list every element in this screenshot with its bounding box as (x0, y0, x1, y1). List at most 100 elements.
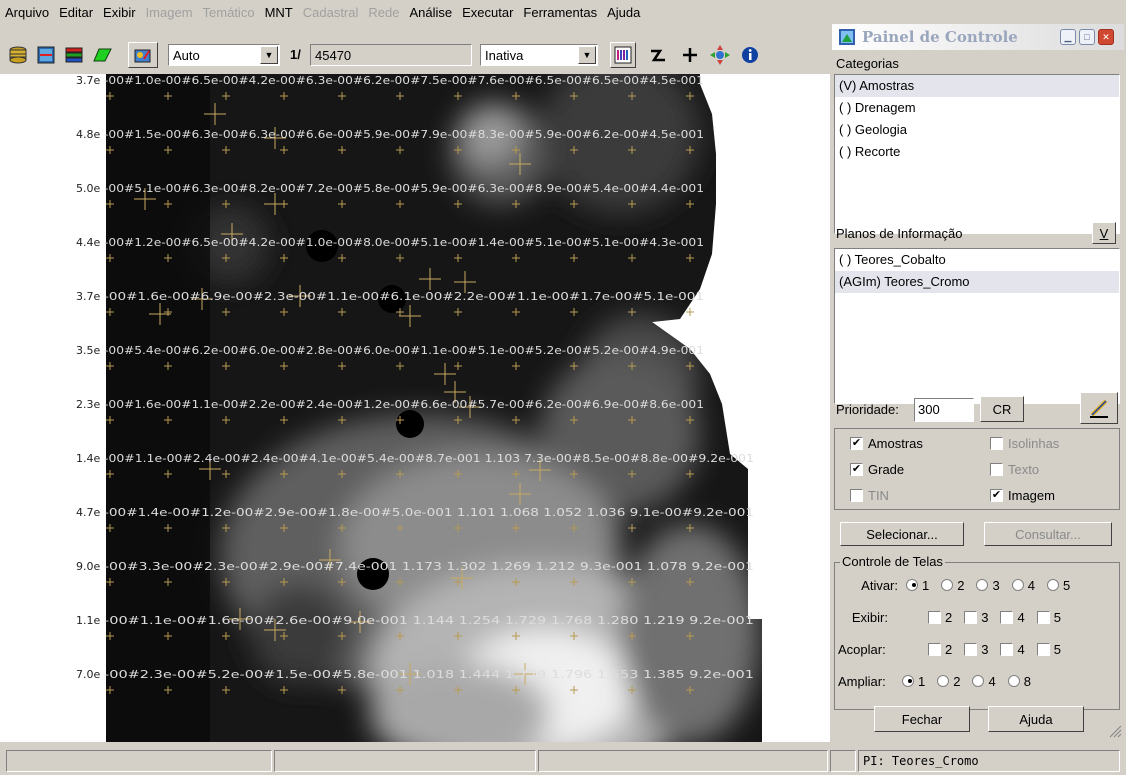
radio-button[interactable] (976, 579, 989, 591)
grade-checkbox[interactable]: ✔ Grade (850, 462, 904, 477)
ajuda-button[interactable]: Ajuda (988, 706, 1084, 732)
radio-button[interactable] (1007, 675, 1020, 687)
radio-button[interactable] (972, 675, 985, 687)
sample-cross (222, 416, 230, 424)
categorias-item[interactable]: ( ) Geologia (839, 122, 907, 137)
row-ampliar-option[interactable]: 1 (898, 674, 925, 689)
selecionar-button[interactable]: Selecionar... (840, 522, 964, 546)
row-ativar-option[interactable]: 2 (937, 578, 964, 593)
checkbox-box[interactable] (990, 463, 1003, 476)
telas-group (834, 562, 1120, 710)
database-icon[interactable] (6, 42, 30, 68)
radio-button[interactable] (1046, 579, 1059, 591)
layers-icon[interactable] (62, 42, 86, 68)
scale-input[interactable]: 45470 (310, 44, 472, 66)
polygon-icon[interactable] (90, 42, 114, 68)
planos-v-button[interactable]: V (1092, 222, 1116, 244)
theme-icon[interactable] (34, 42, 58, 68)
menu-item[interactable]: Análise (409, 5, 453, 20)
radio-button[interactable] (906, 579, 918, 591)
categorias-item[interactable]: ( ) Recorte (839, 144, 901, 159)
zoom-in-icon[interactable] (678, 42, 702, 68)
checkbox-box[interactable] (964, 642, 978, 656)
row-ativar-option[interactable]: 4 (1008, 578, 1035, 593)
row-ampliar-option[interactable]: 8 (1004, 674, 1031, 689)
checkbox-box[interactable] (928, 642, 941, 656)
radio-button[interactable] (1011, 579, 1024, 591)
categorias-list[interactable]: (V) Amostras ( ) Drenagem ( ) Geologia ( ) … (834, 74, 1120, 234)
minimize-icon[interactable]: ▁ (1060, 29, 1076, 45)
checkbox-box[interactable] (1036, 610, 1050, 624)
map-image[interactable]: 3.7e -00#1.0e-00#6.5e-00#4.2e-00#6.3e-00#… (0, 74, 830, 742)
isolinhas-checkbox[interactable]: Isolinhas (990, 436, 1059, 451)
map-canvas[interactable]: 3.7e -00#1.0e-00#6.5e-00#4.2e-00#6.3e-00#… (0, 74, 830, 742)
row-acoplar-option[interactable]: 5 (1033, 642, 1061, 657)
panel-titlebar[interactable]: Painel de Controle ▁ □ ✕ (832, 24, 1124, 50)
colors-icon[interactable] (610, 42, 636, 68)
row-label: 4.8e (76, 128, 100, 141)
resize-grip-icon[interactable] (1106, 722, 1122, 738)
row-ampliar-option[interactable]: 2 (933, 674, 960, 689)
info-icon[interactable] (738, 42, 762, 68)
categorias-item[interactable]: ( ) Drenagem (839, 100, 916, 115)
radio-button[interactable] (902, 675, 914, 687)
checkbox-box[interactable] (850, 489, 863, 502)
row-acoplar-option[interactable]: 4 (996, 642, 1025, 657)
edit-color-button[interactable] (1080, 392, 1118, 424)
menu-item[interactable]: Exibir (103, 5, 136, 20)
radio-button[interactable] (941, 579, 954, 591)
planos-item[interactable]: ( ) Teores_Cobalto (839, 252, 946, 267)
row-ativar-option[interactable]: 3 (972, 578, 1000, 593)
checkbox-box[interactable] (964, 610, 978, 624)
row-acoplar-option[interactable]: 2 (924, 642, 952, 657)
menu-item[interactable]: Ajuda (607, 5, 641, 20)
planos-item[interactable]: (AGIm) Teores_Cromo (835, 271, 1119, 293)
checkbox-box[interactable] (1000, 610, 1014, 624)
row-exibir-option[interactable]: 5 (1033, 610, 1061, 625)
row-ampliar-option[interactable]: 4 (968, 674, 996, 689)
amostras-checkbox[interactable]: ✔ Amostras (850, 436, 923, 451)
chevron-down-icon[interactable]: ▼ (578, 46, 596, 64)
texto-checkbox[interactable]: Texto (990, 462, 1039, 477)
close-icon[interactable]: ✕ (1098, 29, 1114, 45)
imagem-checkbox[interactable]: ✔ Imagem (990, 488, 1055, 503)
cr-button[interactable]: CR (980, 396, 1024, 422)
row-ativar-option[interactable]: 1 (902, 578, 929, 593)
checkbox-box[interactable]: ✔ (850, 437, 863, 450)
row-exibir-option[interactable]: 3 (960, 610, 988, 625)
menu-item[interactable]: Cadastral (302, 5, 359, 20)
scale-select[interactable]: Auto ▼ (168, 44, 280, 66)
menu-item[interactable]: Ferramentas (523, 5, 598, 20)
checkbox-box[interactable] (1036, 642, 1050, 656)
menu-item[interactable]: Imagem (145, 5, 193, 20)
row-exibir-option[interactable]: 4 (996, 610, 1025, 625)
menu-item[interactable]: Rede (368, 5, 400, 20)
tin-checkbox[interactable]: TIN (850, 488, 889, 503)
checkbox-box[interactable]: ✔ (850, 463, 863, 476)
checkbox-box[interactable] (990, 437, 1003, 450)
menu-item[interactable]: Arquivo (5, 5, 50, 20)
planos-list[interactable]: ( ) Teores_Cobalto (AGIm) Teores_Cromo (834, 248, 1120, 404)
radio-button[interactable] (937, 675, 950, 687)
menu-item[interactable]: Temático (202, 5, 255, 20)
chevron-down-icon[interactable]: ▼ (260, 46, 278, 64)
fechar-button[interactable]: Fechar (874, 706, 970, 732)
menu-item[interactable]: Executar (462, 5, 514, 20)
maximize-icon[interactable]: □ (1079, 29, 1095, 45)
north-icon[interactable] (644, 42, 672, 68)
sample-cross-large (454, 271, 476, 293)
checkbox-box[interactable] (1000, 642, 1014, 656)
row-exibir-option[interactable]: 2 (924, 610, 952, 625)
consultar-button[interactable]: Consultar... (984, 522, 1112, 546)
mode-select[interactable]: Inativa ▼ (480, 44, 598, 66)
draw-icon[interactable] (128, 42, 158, 68)
menu-item[interactable]: Editar (59, 5, 94, 20)
row-acoplar-option[interactable]: 3 (960, 642, 988, 657)
checkbox-box[interactable]: ✔ (990, 489, 1003, 502)
categorias-item[interactable]: (V) Amostras (835, 75, 1119, 97)
menu-item[interactable]: MNT (264, 5, 293, 20)
row-ativar-option[interactable]: 5 (1043, 578, 1070, 593)
checkbox-box[interactable] (928, 610, 941, 624)
prioridade-input[interactable]: 300 (914, 398, 974, 422)
pan-icon[interactable] (706, 42, 734, 68)
